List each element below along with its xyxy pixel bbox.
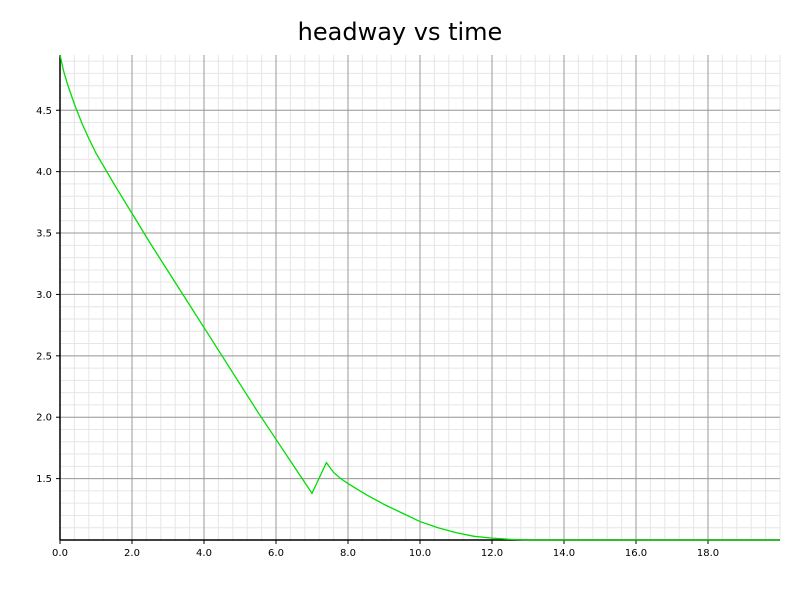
- chart-title: headway vs time: [297, 18, 503, 46]
- x-tick-label: 12.0: [481, 548, 503, 559]
- x-tick-label: 18.0: [697, 548, 719, 559]
- y-tick-label: 2.5: [36, 351, 52, 362]
- x-tick-label: 2.0: [124, 548, 140, 559]
- y-tick-label: 4.0: [36, 167, 52, 178]
- major-grid: [59, 55, 780, 540]
- y-tick-label: 3.0: [36, 290, 52, 301]
- x-tick-label: 4.0: [196, 548, 212, 559]
- x-tick-label: 10.0: [409, 548, 431, 559]
- x-tick-label: 6.0: [268, 548, 284, 559]
- y-tick-label: 3.5: [36, 229, 52, 240]
- x-tick-label: 0.0: [52, 548, 68, 559]
- series-line: [59, 54, 780, 541]
- x-tick-label: 14.0: [553, 548, 575, 559]
- series: [59, 54, 780, 541]
- y-tick-label: 4.5: [36, 106, 52, 117]
- ticks: 0.0 2.0 4.0 6.0 8.0 10.0 12.0 14.0 16.0 18.0 1.5 2.…: [36, 106, 719, 559]
- y-tick-label: 1.5: [36, 474, 52, 485]
- x-tick-label: 8.0: [340, 548, 356, 559]
- x-tick-label: 16.0: [625, 548, 647, 559]
- y-tick-label: 2.0: [36, 413, 52, 424]
